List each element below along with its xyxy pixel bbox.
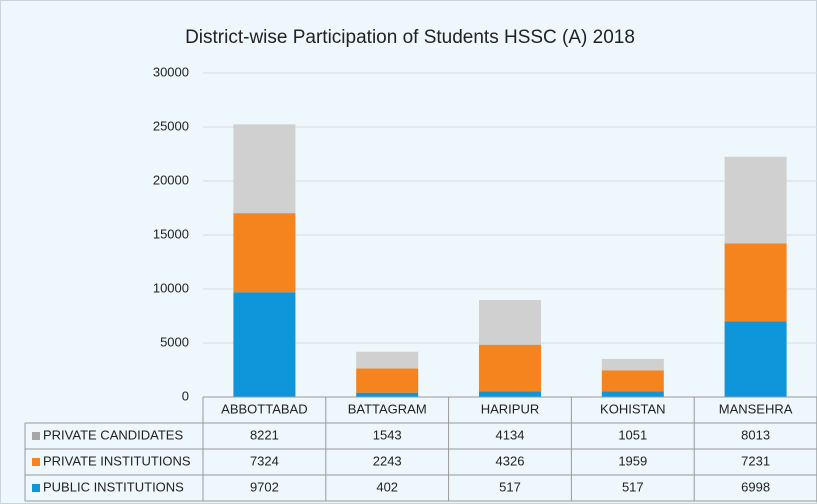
table-value: 4326 [496, 453, 525, 468]
bar-segment [233, 124, 296, 214]
bar-segment [601, 370, 664, 392]
legend-label: PRIVATE INSTITUTIONS [43, 453, 191, 468]
table-value: 9702 [250, 479, 279, 494]
y-tick-label: 25000 [153, 118, 189, 133]
table-value: 517 [499, 479, 521, 494]
x-tick-label: BATTAGRAM [348, 401, 427, 416]
bar-segment [601, 358, 664, 371]
bar-segment [724, 321, 787, 397]
table-value: 1051 [618, 427, 647, 442]
table-value: 4134 [496, 427, 525, 442]
y-tick-label: 10000 [153, 280, 189, 295]
bar-segment [724, 156, 787, 244]
table-value: 6998 [741, 479, 770, 494]
bar-segment [724, 243, 787, 322]
x-tick-label: KOHISTAN [600, 401, 666, 416]
bar-segment [479, 344, 541, 392]
table-value: 1543 [373, 427, 402, 442]
y-tick-label: 0 [182, 388, 189, 403]
y-tick-label: 20000 [153, 172, 189, 187]
table-value: 2243 [373, 453, 402, 468]
legend-swatch [32, 432, 40, 440]
bar-segment [233, 213, 296, 293]
y-tick-label: 30000 [153, 64, 189, 79]
y-tick-label: 5000 [160, 334, 189, 349]
bar-segment [601, 391, 664, 397]
table-value: 8013 [741, 427, 770, 442]
table-value: 7231 [741, 453, 770, 468]
x-tick-label: HARIPUR [481, 401, 540, 416]
legend-label: PRIVATE CANDIDATES [43, 427, 183, 442]
legend-label: PUBLIC INSTITUTIONS [43, 479, 184, 494]
bar-segment [356, 351, 419, 369]
table-value: 402 [376, 479, 398, 494]
x-tick-label: ABBOTTABAD [221, 401, 307, 416]
bar-segment [356, 392, 419, 397]
table-value: 8221 [250, 427, 279, 442]
chart-title: District-wise Participation of Students … [185, 27, 635, 48]
y-tick-label: 15000 [153, 226, 189, 241]
table-value: 517 [622, 479, 644, 494]
table-value: 1959 [618, 453, 647, 468]
legend-swatch [32, 484, 40, 492]
legend-swatch [32, 458, 40, 466]
x-tick-label: MANSEHRA [719, 401, 793, 416]
table-value: 7324 [250, 453, 279, 468]
bar-segment [356, 368, 419, 393]
bar-segment [233, 292, 296, 397]
bar-segment [479, 300, 541, 345]
bar-segment [479, 391, 541, 397]
